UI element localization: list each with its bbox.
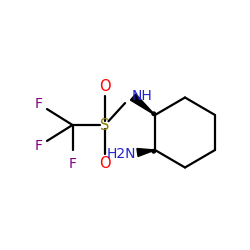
Circle shape (152, 112, 156, 116)
Circle shape (152, 150, 156, 153)
Text: NH: NH (132, 89, 152, 103)
Text: S: S (100, 118, 110, 132)
Text: F: F (35, 97, 43, 111)
Polygon shape (130, 94, 155, 115)
Polygon shape (137, 148, 155, 156)
Text: O: O (99, 79, 111, 94)
Text: F: F (68, 157, 76, 171)
Text: F: F (35, 139, 43, 153)
Text: H2N: H2N (107, 147, 136, 161)
Text: O: O (99, 156, 111, 171)
